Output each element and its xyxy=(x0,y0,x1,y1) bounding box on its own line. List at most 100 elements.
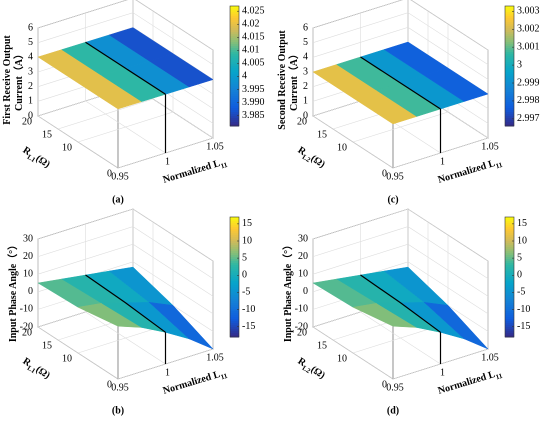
colorbar-strip xyxy=(230,16,239,19)
z-tick-label: 10 xyxy=(23,268,33,279)
colorbar-strip xyxy=(505,271,514,274)
colorbar-strip xyxy=(230,30,239,33)
colorbar-tick-label: 3.990 xyxy=(242,97,265,108)
colorbar-strip xyxy=(230,259,239,262)
colorbar-strip xyxy=(230,106,239,109)
colorbar-strip xyxy=(230,44,239,47)
colorbar-strip xyxy=(505,249,514,252)
colorbar-strip xyxy=(505,281,514,284)
colorbar-strip xyxy=(230,104,239,107)
colorbar-strip xyxy=(230,36,239,39)
colorbar-strip xyxy=(230,231,239,234)
colorbar-strip xyxy=(505,6,514,9)
colorbar-strip xyxy=(505,118,514,121)
colorbar-strip xyxy=(230,22,239,25)
caption: (a) xyxy=(112,194,124,205)
colorbar-strip xyxy=(505,96,514,99)
colorbar-strip xyxy=(505,335,514,338)
colorbar-strip xyxy=(230,289,239,292)
z-tick-label: -10 xyxy=(20,304,33,315)
colorbar-strip xyxy=(505,295,514,298)
colorbar-strip xyxy=(230,92,239,95)
surface-line xyxy=(360,274,441,333)
colorbar-strip xyxy=(505,245,514,248)
z-tick-label: 2 xyxy=(28,81,33,92)
y-tick-label: 20 xyxy=(22,116,32,127)
z-tick-label: 4 xyxy=(303,52,308,63)
colorbar-strip xyxy=(230,98,239,101)
colorbar-strip xyxy=(505,64,514,67)
colorbar-strip xyxy=(505,219,514,222)
colorbar-strip xyxy=(505,269,514,272)
z-tick-label: 20 xyxy=(23,251,33,262)
colorbar-strip xyxy=(230,331,239,334)
colorbar-strip xyxy=(230,307,239,310)
colorbar-strip xyxy=(230,249,239,252)
colorbar-strip xyxy=(230,311,239,314)
z-tick-label: 5 xyxy=(303,37,308,48)
surface-line xyxy=(85,41,166,95)
colorbar-strip xyxy=(505,32,514,35)
colorbar-strip xyxy=(230,84,239,87)
colorbar-strip xyxy=(505,94,514,97)
colorbar-tick-label: 2.997 xyxy=(517,113,540,124)
z-tick-label: -10 xyxy=(295,304,308,315)
colorbar-strip xyxy=(505,227,514,230)
colorbar-strip xyxy=(505,235,514,238)
colorbar-tick-label: 3.985 xyxy=(242,110,265,121)
colorbar-strip xyxy=(230,243,239,246)
colorbar-strip xyxy=(230,88,239,91)
x-label-main: Normalized L xyxy=(437,369,497,397)
colorbar-strip xyxy=(505,120,514,123)
y-tick-label: 15 xyxy=(42,340,52,351)
colorbar-strip xyxy=(505,76,514,79)
x-label-sub: 11 xyxy=(220,371,229,381)
colorbar-strip xyxy=(230,46,239,49)
colorbar-strip xyxy=(230,263,239,266)
colorbar-strip xyxy=(505,84,514,87)
surface-patch xyxy=(423,301,489,350)
colorbar-strip xyxy=(230,333,239,336)
colorbar-strip xyxy=(505,112,514,115)
colorbar-strip xyxy=(505,331,514,334)
colorbar-strip xyxy=(505,74,514,77)
colorbar-strip xyxy=(230,255,239,258)
surface-line xyxy=(360,56,441,110)
x-label-main: Normalized L xyxy=(162,158,222,186)
colorbar-frame xyxy=(504,216,515,338)
y-tick-label: 10 xyxy=(337,353,347,364)
colorbar-strip xyxy=(230,313,239,316)
colorbar-strip xyxy=(230,233,239,236)
z-tick-label: 6 xyxy=(28,22,33,33)
colorbar-strip xyxy=(505,82,514,85)
z-tick-label: -20 xyxy=(20,321,33,332)
colorbar-strip xyxy=(230,251,239,254)
colorbar-strip xyxy=(230,237,239,240)
colorbar-strip xyxy=(230,40,239,43)
colorbar-strip xyxy=(505,221,514,224)
colorbar-strip xyxy=(505,217,514,220)
colorbar-strip xyxy=(230,80,239,83)
y-label-sub: L2 xyxy=(301,364,313,375)
colorbar-strip xyxy=(230,257,239,260)
z-label-line: First Receive Output xyxy=(2,35,13,125)
colorbar-strip xyxy=(230,112,239,115)
colorbar-strip xyxy=(505,267,514,270)
colorbar-strip xyxy=(505,22,514,25)
caption: (c) xyxy=(387,194,398,205)
grid-line xyxy=(37,208,214,262)
colorbar-strip xyxy=(505,233,514,236)
colorbar-strip xyxy=(505,317,514,320)
colorbar-strip xyxy=(230,287,239,290)
colorbar-strip xyxy=(230,52,239,55)
colorbar-tick-label: 10 xyxy=(242,235,252,246)
grid-line xyxy=(312,0,489,51)
colorbar-strip xyxy=(230,315,239,318)
colorbar-strip xyxy=(505,285,514,288)
colorbar-strip xyxy=(230,50,239,53)
z-tick-label: 0 xyxy=(303,110,308,121)
colorbar-strip xyxy=(505,62,514,65)
y-tick-label: 0 xyxy=(107,168,112,179)
